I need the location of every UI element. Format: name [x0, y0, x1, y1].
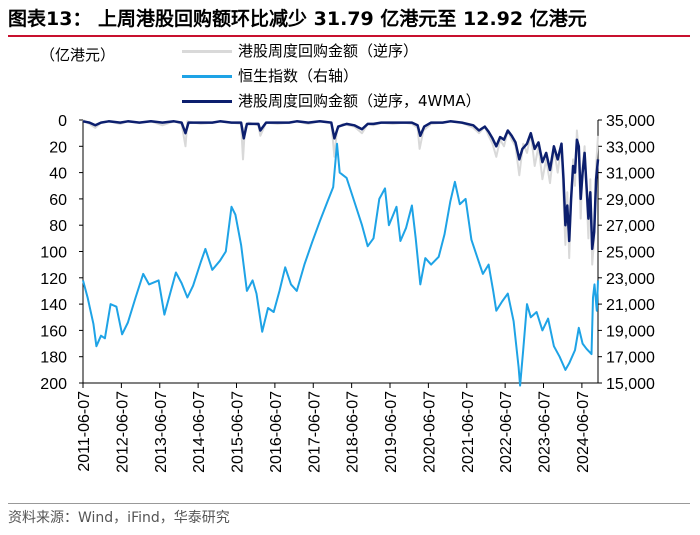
left-tick-label: 40	[49, 166, 67, 183]
source-note: 资料来源：Wind，iFind，华泰研究	[8, 510, 230, 526]
right-tick-label: 21,000	[606, 297, 655, 314]
left-tick-label: 160	[40, 323, 67, 340]
right-tick-label: 27,000	[606, 218, 655, 235]
left-tick-label: 100	[40, 245, 67, 262]
x-tick-label: 2021-06-07	[460, 391, 477, 473]
right-tick-label: 17,000	[606, 350, 655, 367]
x-tick-label: 2014-06-07	[191, 391, 208, 473]
left-tick-label: 60	[49, 192, 67, 209]
legend-swatch-weekly	[182, 50, 232, 53]
right-tick-label: 35,000	[606, 113, 655, 130]
x-tick-label: 2013-06-07	[153, 391, 170, 473]
right-tick-label: 15,000	[606, 376, 655, 393]
left-tick-label: 80	[49, 218, 67, 235]
left-tick-label: 120	[40, 271, 67, 288]
x-tick-label: 2016-06-07	[268, 391, 285, 473]
right-tick-label: 25,000	[606, 245, 655, 262]
legend-label-hsi: 恒生指数（右轴）	[238, 67, 359, 85]
x-tick-label: 2011-06-07	[76, 391, 93, 472]
x-tick-label: 2017-06-07	[306, 391, 323, 473]
left-tick-label: 20	[49, 139, 67, 156]
legend-swatch-wma	[182, 100, 232, 103]
series-weekly-buyback-line	[82, 119, 599, 266]
x-tick-label: 2024-06-07	[575, 391, 592, 473]
left-tick-label: 200	[40, 376, 67, 393]
left-tick-label: 140	[40, 297, 67, 314]
right-tick-label: 19,000	[606, 323, 655, 340]
right-tick-label: 31,000	[606, 166, 655, 183]
source-rule	[8, 503, 690, 504]
chart-title: 图表13： 上周港股回购额环比减少 31.79 亿港元至 12.92 亿港元	[8, 8, 587, 30]
title-rule	[8, 35, 690, 37]
x-tick-label: 2020-06-07	[421, 391, 438, 473]
right-tick-label: 29,000	[606, 192, 655, 209]
x-tick-label: 2023-06-07	[537, 391, 554, 473]
left-axis-unit: （亿港元）	[40, 46, 116, 64]
legend-label-wma: 港股周度回购金额（逆序，4WMA）	[238, 92, 481, 110]
series-hsi-line	[82, 142, 599, 387]
x-tick-label: 2022-06-07	[498, 391, 515, 473]
legend-swatch-hsi	[182, 75, 232, 78]
x-tick-label: 2018-06-07	[345, 391, 362, 473]
x-tick-label: 2012-06-07	[114, 391, 131, 473]
left-tick-label: 0	[58, 113, 67, 130]
series-4wma-line	[82, 120, 600, 251]
left-tick-label: 180	[40, 350, 67, 367]
x-tick-label: 2019-06-07	[383, 391, 400, 473]
right-tick-label: 23,000	[606, 271, 655, 288]
x-tick-label: 2015-06-07	[230, 391, 247, 473]
right-tick-label: 33,000	[606, 139, 655, 156]
legend-label-weekly: 港股周度回购金额（逆序）	[238, 42, 419, 60]
